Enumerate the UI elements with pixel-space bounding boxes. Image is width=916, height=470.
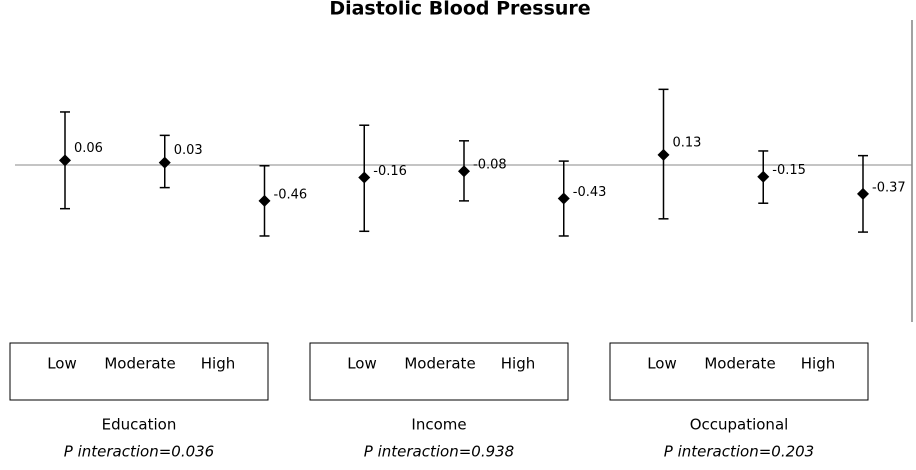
point — [358, 171, 371, 184]
group-box — [9, 342, 269, 401]
level-label: Low — [647, 355, 677, 373]
data-label: 0.06 — [74, 141, 103, 156]
data-label: 0.03 — [174, 143, 203, 158]
data-label: -0.15 — [772, 163, 806, 178]
point — [657, 148, 670, 161]
point — [757, 170, 770, 183]
point — [158, 156, 171, 169]
p-interaction: P interaction=0.938 — [364, 443, 514, 461]
level-label: Low — [47, 355, 77, 373]
data-label: -0.43 — [573, 185, 607, 200]
point — [59, 154, 71, 167]
level-label: Moderate — [104, 355, 175, 373]
level-label: High — [501, 355, 535, 373]
point — [857, 187, 869, 200]
group-label: Education — [102, 416, 177, 434]
level-label: High — [801, 355, 835, 373]
group-label: Occupational — [690, 416, 789, 434]
group-box — [309, 342, 569, 401]
point — [557, 192, 570, 205]
level-label: Low — [347, 355, 377, 373]
level-label: Moderate — [404, 355, 475, 373]
data-label: -0.08 — [473, 158, 507, 173]
group-box — [609, 342, 869, 401]
p-interaction: P interaction=0.036 — [64, 443, 214, 461]
group-label: Income — [411, 416, 466, 434]
data-label: 0.13 — [673, 135, 702, 150]
data-label: -0.16 — [373, 164, 407, 179]
data-label: -0.46 — [274, 187, 308, 202]
chart-title: Diastolic Blood Pressure — [329, 0, 590, 20]
level-label: High — [201, 355, 235, 373]
p-interaction: P interaction=0.203 — [664, 443, 814, 461]
level-label: Moderate — [704, 355, 775, 373]
data-label: -0.37 — [872, 180, 906, 195]
point — [458, 165, 470, 178]
point — [258, 194, 271, 207]
